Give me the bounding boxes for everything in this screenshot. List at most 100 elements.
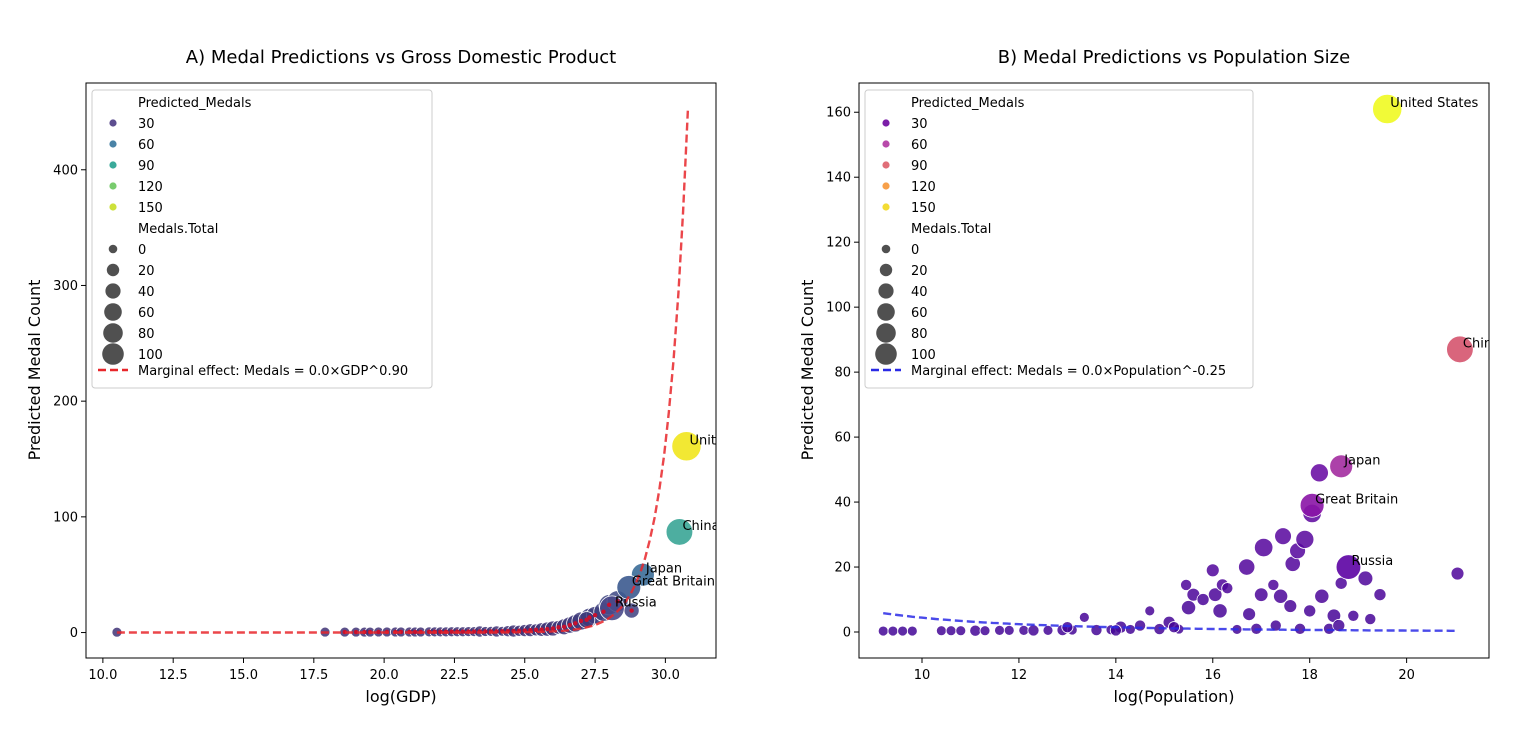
data-point [1168, 621, 1181, 634]
x-tick-label: 12 [1011, 668, 1028, 683]
data-point [1018, 625, 1030, 636]
x-tick-label: 16 [1204, 668, 1221, 683]
legend-size-label: 80 [911, 327, 928, 342]
legend-size-marker [102, 343, 124, 365]
legend-hue-marker [882, 203, 890, 211]
fitted-point [561, 624, 567, 629]
data-point [1254, 537, 1274, 558]
legend-hue-label: 90 [138, 159, 155, 174]
data-point [897, 625, 909, 637]
country-label: United States [1390, 96, 1478, 111]
data-point [1347, 609, 1360, 622]
x-tick-label: 15.0 [229, 668, 258, 683]
data-point [979, 625, 991, 637]
data-point [1144, 605, 1156, 617]
data-point [1238, 558, 1256, 576]
data-point [1180, 578, 1193, 591]
y-tick-label: 400 [53, 163, 78, 178]
legend-hue-label: 120 [138, 180, 163, 195]
data-point [1332, 619, 1346, 632]
legend-hue-label: 120 [911, 180, 936, 195]
legend-hue-marker [882, 119, 890, 127]
legend-hue-title: Predicted_Medals [138, 96, 252, 111]
fitted-point [556, 625, 561, 630]
legend-hue-label: 90 [911, 159, 928, 174]
data-point-great-britain [616, 575, 642, 600]
legend-size-label: 40 [911, 285, 928, 300]
data-point-great-britain [1299, 492, 1325, 518]
data-point [1267, 578, 1280, 591]
data-point [1314, 588, 1330, 604]
country-label: Great Britain [1315, 492, 1398, 507]
data-point [1373, 588, 1387, 602]
data-point [1027, 624, 1040, 637]
legend-size-marker [103, 323, 123, 343]
country-label: Great Britain [632, 574, 715, 589]
legend-hue-marker [882, 161, 890, 169]
data-point-united-states [1372, 93, 1403, 125]
country-label: Russia [615, 595, 657, 610]
data-point [1242, 607, 1256, 622]
country-label: United States [689, 433, 777, 448]
data-point [1254, 587, 1269, 602]
data-point [1450, 566, 1465, 581]
y-tick-label: 60 [834, 431, 851, 446]
data-point [1134, 619, 1147, 632]
y-tick-label: 200 [53, 395, 78, 410]
fitted-point [606, 602, 612, 607]
fitted-point [573, 621, 578, 626]
data-point [887, 625, 899, 637]
panel-b-axes-frame [858, 82, 1490, 659]
fitted-point [592, 612, 598, 618]
x-tick-label: 22.5 [440, 668, 469, 683]
data-point [1364, 613, 1377, 626]
legend-size-marker [108, 244, 118, 254]
legend-hue-label: 60 [911, 138, 928, 153]
fitted-point [460, 629, 466, 634]
legend-line-label: Marginal effect: Medals = 0.0×Population… [911, 364, 1226, 379]
legend-hue-marker [882, 182, 890, 190]
x-tick-label: 20.0 [370, 668, 399, 683]
legend-hue-title: Predicted_Medals [911, 96, 1025, 111]
legend-size-label: 0 [138, 243, 146, 258]
y-tick-label: 100 [826, 301, 851, 316]
legend-size-label: 100 [911, 348, 936, 363]
legend-size-label: 20 [911, 264, 928, 279]
country-label: Russia [1351, 554, 1393, 569]
panel-b-marks: United States China Japan Great Britain Russ… [877, 93, 1489, 637]
panel-b-xlabel: log(Population) [1114, 687, 1235, 706]
data-point [935, 625, 947, 637]
data-point [1212, 603, 1228, 619]
panel-b-ticks: 10 12 14 16 18 20 0 20 40 60 80 100 120 140 160 [826, 106, 1415, 683]
data-point-japan [1329, 454, 1354, 479]
fitted-point [567, 622, 572, 628]
legend-hue-marker [109, 161, 117, 169]
data-point [1221, 582, 1234, 595]
data-point [1295, 529, 1315, 549]
y-tick-label: 80 [834, 366, 851, 381]
fitted-point [545, 626, 550, 632]
y-tick-label: 140 [826, 171, 851, 186]
panel-a-title: A) Medal Predictions vs Gross Domestic P… [186, 47, 616, 68]
legend-size-marker [875, 343, 897, 365]
fitted-point [471, 629, 477, 634]
legend-size-label: 100 [138, 348, 163, 363]
y-tick-label: 120 [826, 236, 851, 251]
legend-size-label: 40 [138, 285, 155, 300]
panel-b-title: B) Medal Predictions vs Population Size [998, 47, 1350, 68]
data-point [1357, 570, 1374, 587]
data-point [994, 625, 1005, 636]
data-point [945, 625, 957, 637]
x-tick-label: 10 [914, 668, 931, 683]
legend-size-marker [105, 283, 121, 299]
data-point-china [665, 518, 694, 546]
x-tick-label: 18 [1301, 668, 1318, 683]
y-tick-label: 0 [843, 626, 851, 641]
x-tick-label: 30.0 [651, 668, 680, 683]
data-point [1269, 619, 1282, 632]
data-point [969, 624, 982, 637]
panel-a-legend: Predicted_Medals 30 60 90 120 150 Medals.Total… [91, 89, 433, 389]
panel-a-xlabel: log(GDP) [365, 687, 436, 706]
